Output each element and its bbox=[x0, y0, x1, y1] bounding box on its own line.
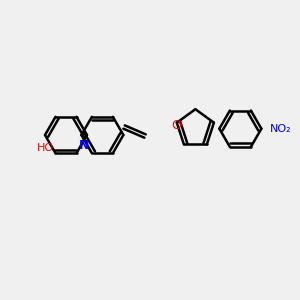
Text: N: N bbox=[79, 139, 89, 152]
Text: NO₂: NO₂ bbox=[270, 124, 292, 134]
Text: O: O bbox=[171, 119, 181, 132]
Text: HO: HO bbox=[36, 142, 54, 153]
